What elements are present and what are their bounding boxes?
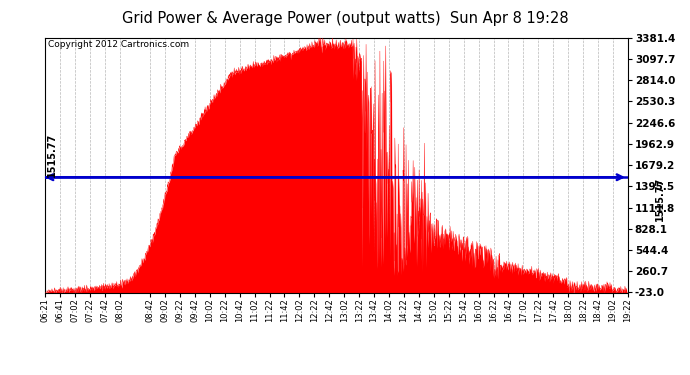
Text: Copyright 2012 Cartronics.com: Copyright 2012 Cartronics.com <box>48 40 189 49</box>
Text: Grid Power & Average Power (output watts)  Sun Apr 8 19:28: Grid Power & Average Power (output watts… <box>121 11 569 26</box>
Text: 1515.77: 1515.77 <box>47 133 57 177</box>
Text: 1515.77: 1515.77 <box>655 177 665 222</box>
